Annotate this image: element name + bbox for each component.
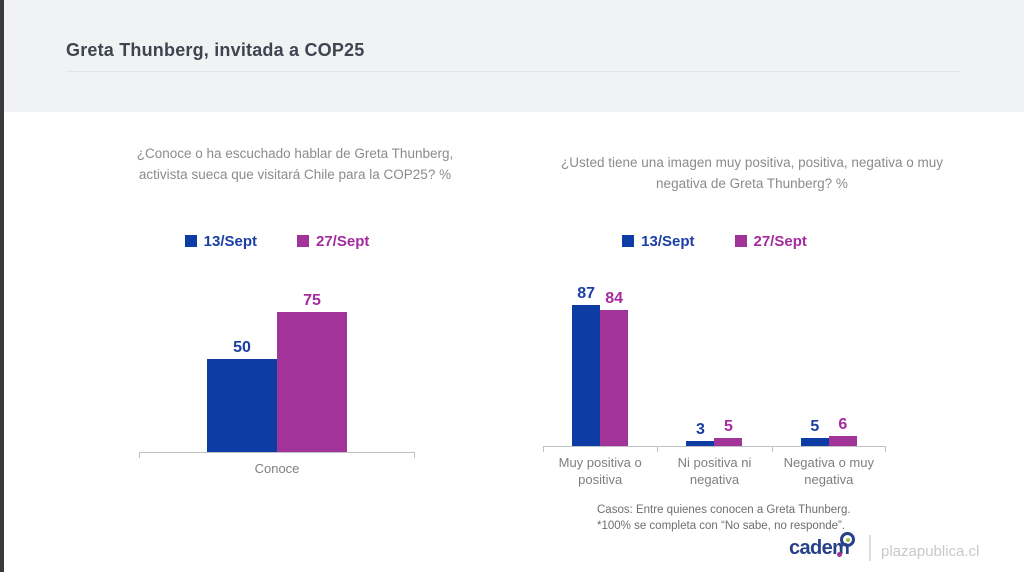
bar-value-label: 3: [696, 421, 705, 438]
chart1-question: ¿Conoce o ha escuchado hablar de Greta T…: [136, 146, 454, 182]
cadem-magenta-dot-icon: [837, 552, 842, 557]
bar: [714, 438, 743, 446]
legend-swatch-magenta-icon: [734, 235, 747, 247]
legend-label-27sept: 27/Sept: [316, 232, 370, 250]
legend-label-27sept: 27/Sept: [753, 232, 807, 250]
bar-group: 50 75: [139, 252, 415, 452]
legend-item-27sept: 27/Sept: [734, 232, 807, 250]
legend-swatch-blue-icon: [184, 235, 197, 247]
legend-swatch-magenta-icon: [297, 235, 309, 247]
chart1-x-axis: [139, 452, 415, 458]
bar-column: 5: [800, 418, 829, 446]
header-band: Greta Thunberg, invitada a COP25: [0, 0, 1024, 112]
cadem-logo: cadem: [789, 532, 855, 562]
bar-value-label: 87: [577, 285, 596, 302]
axis-tick: [885, 446, 886, 452]
category-label: Muy positiva o positiva: [558, 455, 642, 487]
axis-tick: [139, 452, 140, 458]
bar-value-label: 50: [233, 339, 251, 356]
bar: [686, 441, 715, 446]
footnotes: Casos: Entre quienes conocen a Greta Thu…: [597, 502, 851, 534]
bar: [828, 436, 857, 446]
footnote-100pct: *100% se completa con “No sabe, no respo…: [597, 520, 846, 532]
bar-column: 3: [686, 421, 715, 446]
bar-column: 87: [572, 285, 601, 446]
left-edge-strip: [0, 0, 4, 572]
axis-tick: [657, 446, 659, 452]
bar-value-label: 5: [724, 418, 733, 435]
legend-swatch-blue-icon: [622, 235, 635, 247]
legend-item-13sept: 13/Sept: [184, 232, 257, 250]
chart2-legend: 13/Sept 27/Sept: [543, 231, 886, 251]
chart1-category-labels: Conoce: [139, 460, 415, 477]
footnote-cases: Casos: Entre quienes conocen a Greta Thu…: [597, 504, 851, 516]
category-label: Ni positiva ni negativa: [677, 455, 752, 487]
cadem-ring-icon: [840, 532, 855, 547]
bar: [600, 310, 629, 446]
bar-value-label: 5: [810, 418, 820, 435]
chart2-x-axis: [543, 446, 886, 452]
chart2-plot-area: 87 84 3 5 5 6: [543, 276, 886, 446]
page-title: Greta Thunberg, invitada a COP25: [66, 40, 365, 60]
category-label: Negativa o muy negativa: [783, 455, 874, 487]
legend-label-13sept: 13/Sept: [203, 232, 257, 250]
bar-column: 75: [277, 292, 347, 452]
cadem-logo-text: cadem: [789, 537, 850, 559]
chart2-category-labels: Muy positiva o positiva Ni positiva ni ne…: [543, 454, 886, 488]
category-label: Conoce: [254, 461, 300, 476]
chart2-question: ¿Usted tiene una imagen muy positiva, po…: [561, 155, 943, 191]
axis-tick: [543, 446, 544, 452]
bar-column: 84: [600, 290, 629, 446]
bar: [277, 312, 347, 452]
bar-value-label: 6: [838, 416, 848, 433]
plazapublica-label: plazapublica.cl: [881, 543, 980, 560]
logo-separator: [869, 535, 871, 561]
bar: [800, 438, 829, 446]
chart1-legend: 13/Sept 27/Sept: [129, 231, 425, 251]
bar-group: 87 84: [543, 276, 657, 446]
bar-value-label: 75: [303, 292, 321, 309]
bar: [207, 359, 277, 452]
legend-item-13sept: 13/Sept: [622, 232, 695, 250]
cadem-green-dot-icon: [845, 537, 850, 542]
bar-value-label: 84: [605, 290, 624, 307]
bar: [572, 305, 601, 446]
axis-tick: [771, 446, 773, 452]
bar-column: 6: [828, 416, 857, 446]
legend-item-27sept: 27/Sept: [297, 233, 369, 250]
title-divider: [66, 71, 960, 72]
chart1-plot-area: 50 75: [139, 252, 415, 452]
bar-column: 5: [714, 418, 743, 446]
bar-column: 50: [207, 339, 277, 452]
legend-label-13sept: 13/Sept: [641, 232, 695, 250]
axis-tick: [414, 452, 415, 458]
